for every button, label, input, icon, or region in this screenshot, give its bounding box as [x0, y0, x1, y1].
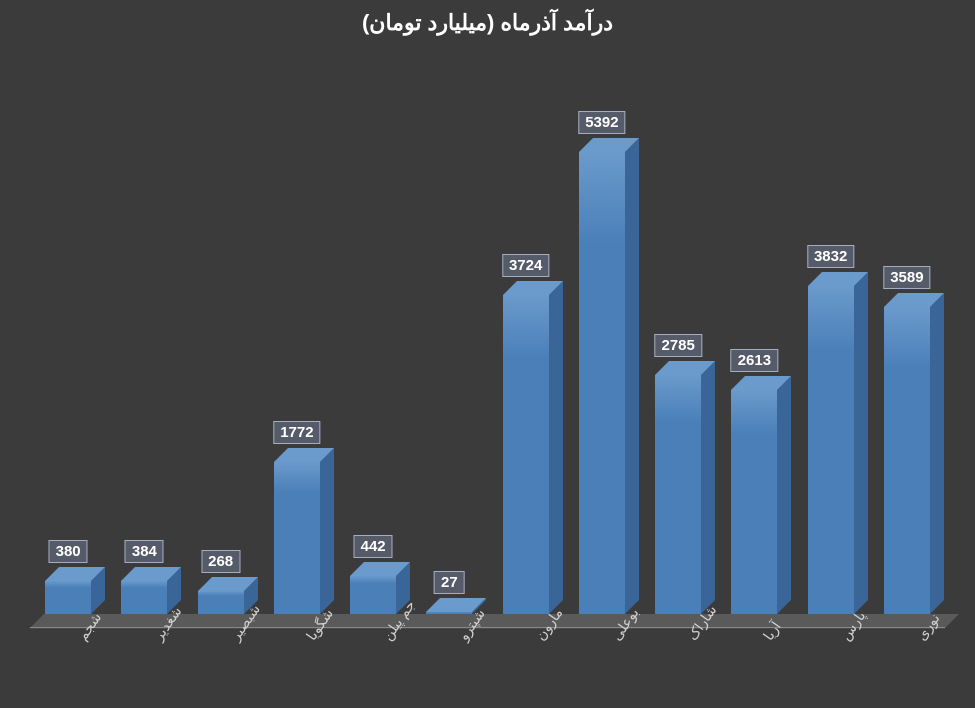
x-label-slot: بوعلی: [564, 628, 640, 708]
x-label-slot: شگویا: [259, 628, 335, 708]
value-label: 5392: [578, 111, 625, 134]
x-axis-labels: شجمشغدیرشبصیرشگویاجم پیلنشپترومارونبوعلی…: [30, 628, 945, 708]
bar-slot: 442: [335, 86, 411, 614]
bar-front: [731, 390, 777, 614]
bar-front: [503, 295, 549, 614]
bar-side: [320, 448, 334, 614]
bar-slot: 384: [106, 86, 182, 614]
x-label-slot: شبصیر: [183, 628, 259, 708]
value-label: 3832: [807, 245, 854, 268]
x-label-slot: شپترو: [411, 628, 487, 708]
value-label: 2613: [731, 349, 778, 372]
bar-slot: 27: [411, 86, 487, 614]
bar-slot: 380: [30, 86, 106, 614]
bar-side: [625, 138, 639, 614]
bar-front: [45, 581, 91, 614]
x-label-slot: پارس: [793, 628, 869, 708]
value-label: 3724: [502, 254, 549, 277]
bar-front: [121, 581, 167, 614]
bar-side: [930, 293, 944, 614]
bar-slot: 3832: [793, 86, 869, 614]
x-label-slot: آریا: [716, 628, 792, 708]
bar-side: [854, 272, 868, 614]
value-label: 3589: [883, 266, 930, 289]
bar-slot: 268: [183, 86, 259, 614]
value-label: 384: [125, 540, 164, 563]
bar-slot: 1772: [259, 86, 335, 614]
bar-front: [579, 152, 625, 614]
bar-slot: 3589: [869, 86, 945, 614]
value-label: 2785: [654, 334, 701, 357]
chart-title: درآمد آذرماه (میلیارد تومان): [0, 10, 975, 36]
chart-container: درآمد آذرماه (میلیارد تومان) 380 384 268 17…: [0, 0, 975, 708]
bars-group: 380 384 268 1772 442 27 3724 5392 2785 2613 3832 35…: [30, 86, 945, 614]
value-label: 1772: [273, 421, 320, 444]
x-label-slot: شغدیر: [106, 628, 182, 708]
bar-slot: 5392: [564, 86, 640, 614]
bar-slot: 2613: [716, 86, 792, 614]
x-label-slot: شاراک: [640, 628, 716, 708]
bar-side: [549, 281, 563, 614]
bar-front: [274, 462, 320, 614]
plot-area: 380 384 268 1772 442 27 3724 5392 2785 2613 3832 35…: [30, 60, 945, 628]
bar-front: [808, 286, 854, 614]
bar-side: [777, 376, 791, 614]
bar-slot: 3724: [488, 86, 564, 614]
bar-front: [655, 375, 701, 614]
bar-slot: 2785: [640, 86, 716, 614]
bar-front: [198, 591, 244, 614]
bar-front: [884, 307, 930, 614]
value-label: 27: [434, 571, 465, 594]
value-label: 380: [49, 540, 88, 563]
value-label: 268: [201, 550, 240, 573]
bar-side: [701, 361, 715, 614]
bar-front: [350, 576, 396, 614]
x-label-slot: نوری: [869, 628, 945, 708]
x-label-slot: مارون: [488, 628, 564, 708]
value-label: 442: [354, 535, 393, 558]
x-label-slot: جم پیلن: [335, 628, 411, 708]
x-label-slot: شجم: [30, 628, 106, 708]
